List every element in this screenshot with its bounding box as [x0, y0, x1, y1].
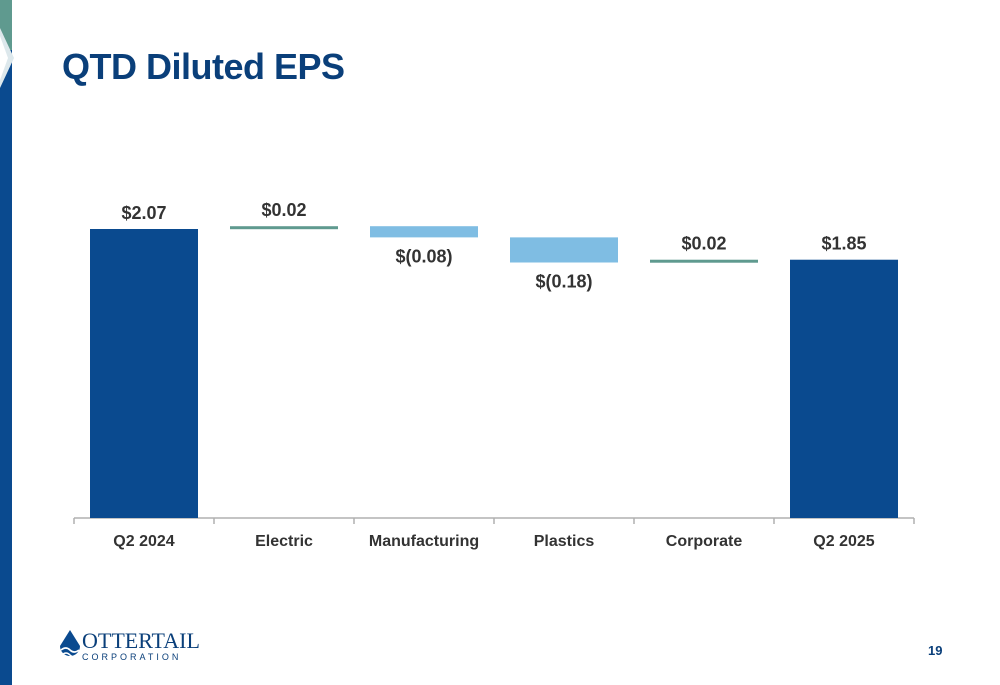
category-label-4: Corporate [666, 533, 743, 550]
page-number: 19 [928, 643, 943, 658]
drop-wave-icon [60, 630, 80, 658]
page-title: QTD Diluted EPS [62, 46, 345, 87]
logo-name: OTTERTAIL [82, 628, 200, 653]
category-label-3: Plastics [534, 533, 595, 550]
data-label-2: $(0.08) [395, 246, 452, 266]
chevron-icon [0, 28, 14, 88]
category-label-2: Manufacturing [369, 533, 479, 550]
bar-1 [230, 226, 338, 230]
bar-0 [90, 229, 198, 518]
bar-4 [650, 259, 758, 263]
data-label-4: $0.02 [681, 234, 726, 254]
data-label-1: $0.02 [261, 200, 306, 220]
bar-5 [790, 259, 898, 518]
category-label-0: Q2 2024 [113, 533, 174, 550]
bar-3 [510, 237, 618, 263]
company-logo: OTTERTAIL CORPORATION [60, 628, 200, 668]
logo-sub: CORPORATION [82, 652, 182, 662]
data-label-3: $(0.18) [535, 272, 592, 292]
bar-2 [370, 226, 478, 238]
category-label-1: Electric [255, 533, 313, 550]
category-label-5: Q2 2025 [813, 533, 874, 550]
data-label-0: $2.07 [121, 203, 166, 223]
side-accent-bar [0, 50, 12, 685]
eps-waterfall-chart: $2.07 Q2 2024 $0.02 Electric $(0.08) Manufact… [73, 200, 915, 550]
data-label-5: $1.85 [821, 234, 866, 254]
